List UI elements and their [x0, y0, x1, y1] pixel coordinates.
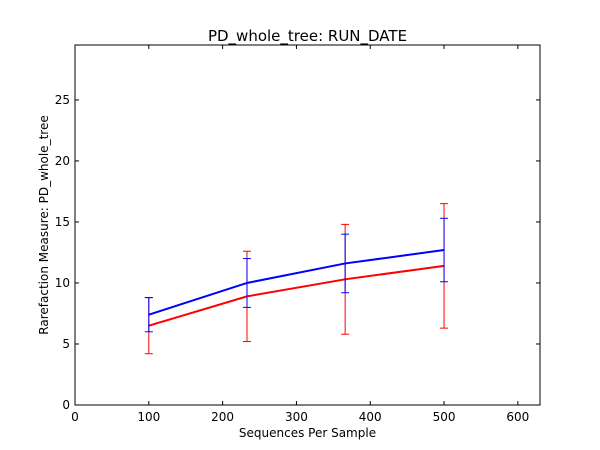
series-0: [144, 217, 449, 333]
y-tick-label: 5: [62, 337, 70, 351]
x-tick-label: 500: [433, 410, 456, 424]
y-tick-label: 0: [62, 398, 70, 412]
series-line: [148, 264, 445, 327]
series-layer: [144, 203, 449, 355]
y-tick-label: 15: [55, 215, 70, 229]
x-tick-label: 400: [359, 410, 382, 424]
x-tick-label: 0: [71, 410, 79, 424]
series-1: [144, 203, 449, 355]
x-tick-label: 300: [285, 410, 308, 424]
plot-area: [74, 44, 541, 406]
x-axis-label: Sequences Per Sample: [239, 426, 376, 440]
x-tick-label: 100: [137, 410, 160, 424]
x-tick-label: 600: [506, 410, 529, 424]
ticks-layer: 0 100 200 300 400 500 600 0 5 10 15 20 25: [55, 45, 540, 424]
series-line: [148, 249, 445, 316]
y-axis-label: Rarefaction Measure: PD_whole_tree: [37, 115, 51, 334]
y-tick-label: 10: [55, 276, 70, 290]
x-tick-label: 200: [211, 410, 234, 424]
y-tick-label: 25: [55, 93, 70, 107]
y-tick-label: 20: [55, 154, 70, 168]
chart-title: PD_whole_tree: RUN_DATE: [208, 27, 407, 46]
